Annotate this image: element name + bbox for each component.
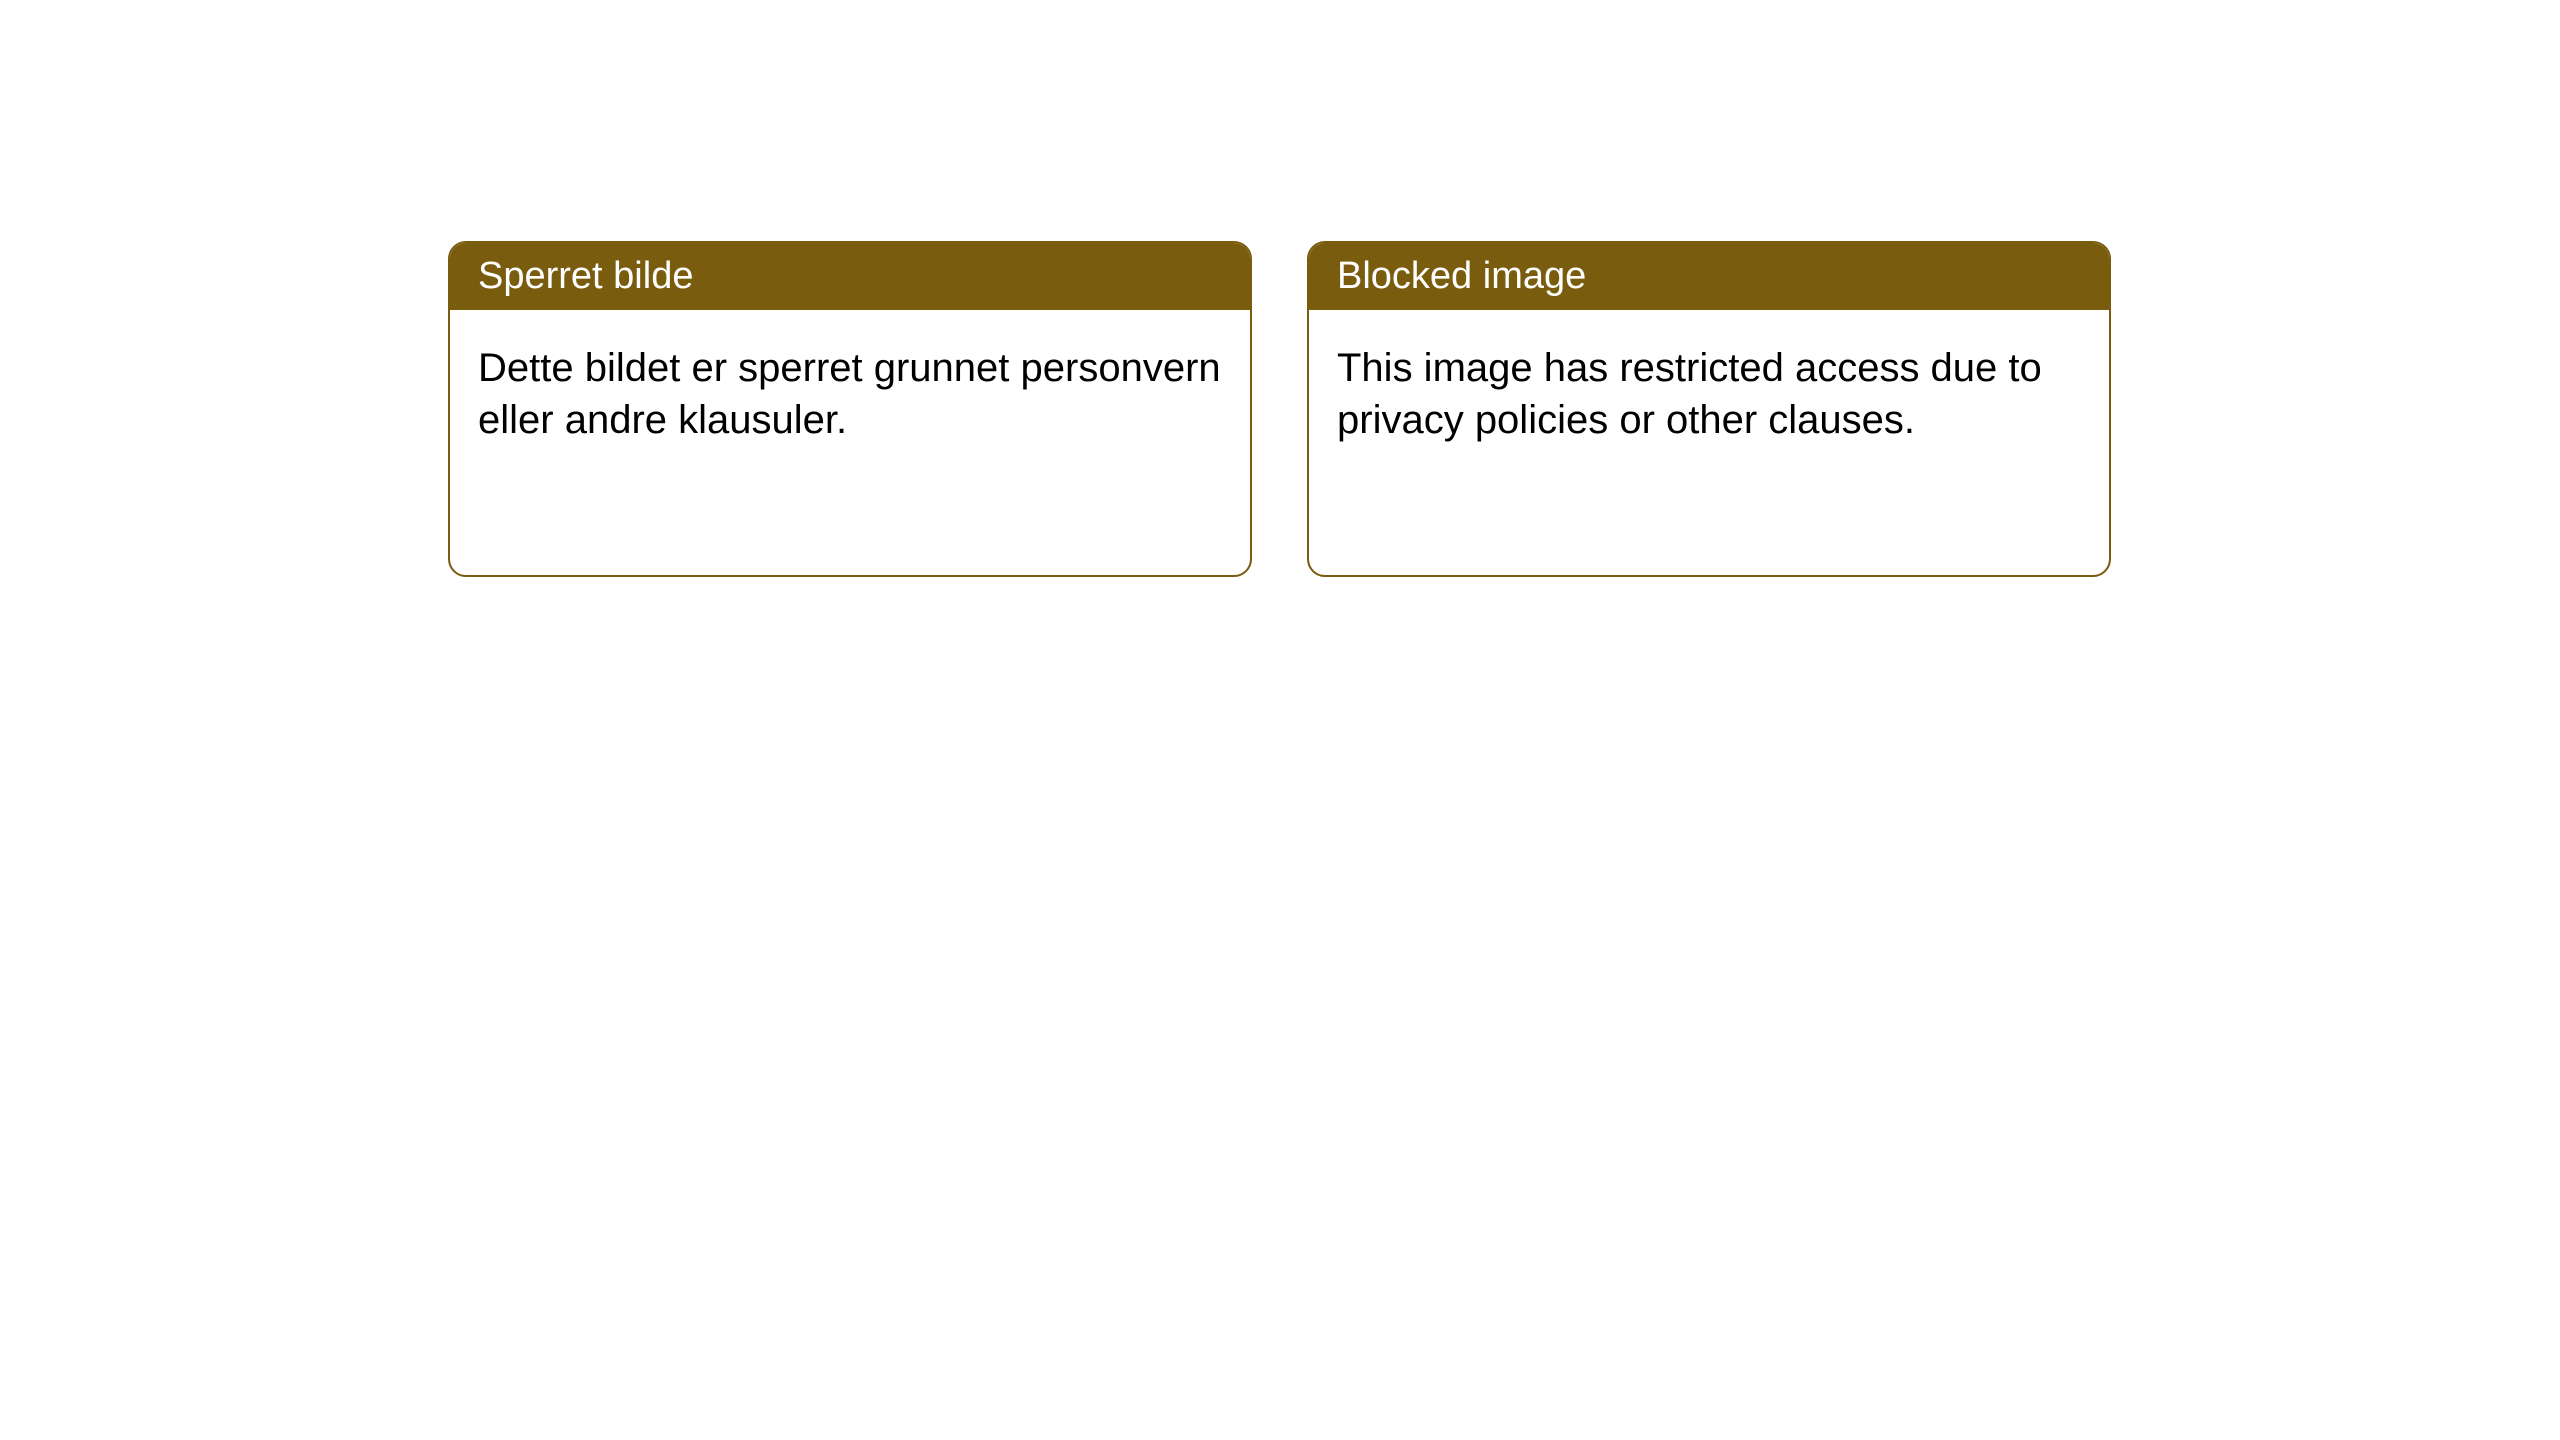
notice-card-english: Blocked image This image has restricted … xyxy=(1307,241,2111,577)
notice-container: Sperret bilde Dette bildet er sperret gr… xyxy=(448,241,2111,577)
notice-card-body: This image has restricted access due to … xyxy=(1309,310,2109,478)
notice-card-title: Blocked image xyxy=(1309,243,2109,310)
notice-card-title: Sperret bilde xyxy=(450,243,1250,310)
notice-card-body: Dette bildet er sperret grunnet personve… xyxy=(450,310,1250,478)
notice-card-norwegian: Sperret bilde Dette bildet er sperret gr… xyxy=(448,241,1252,577)
